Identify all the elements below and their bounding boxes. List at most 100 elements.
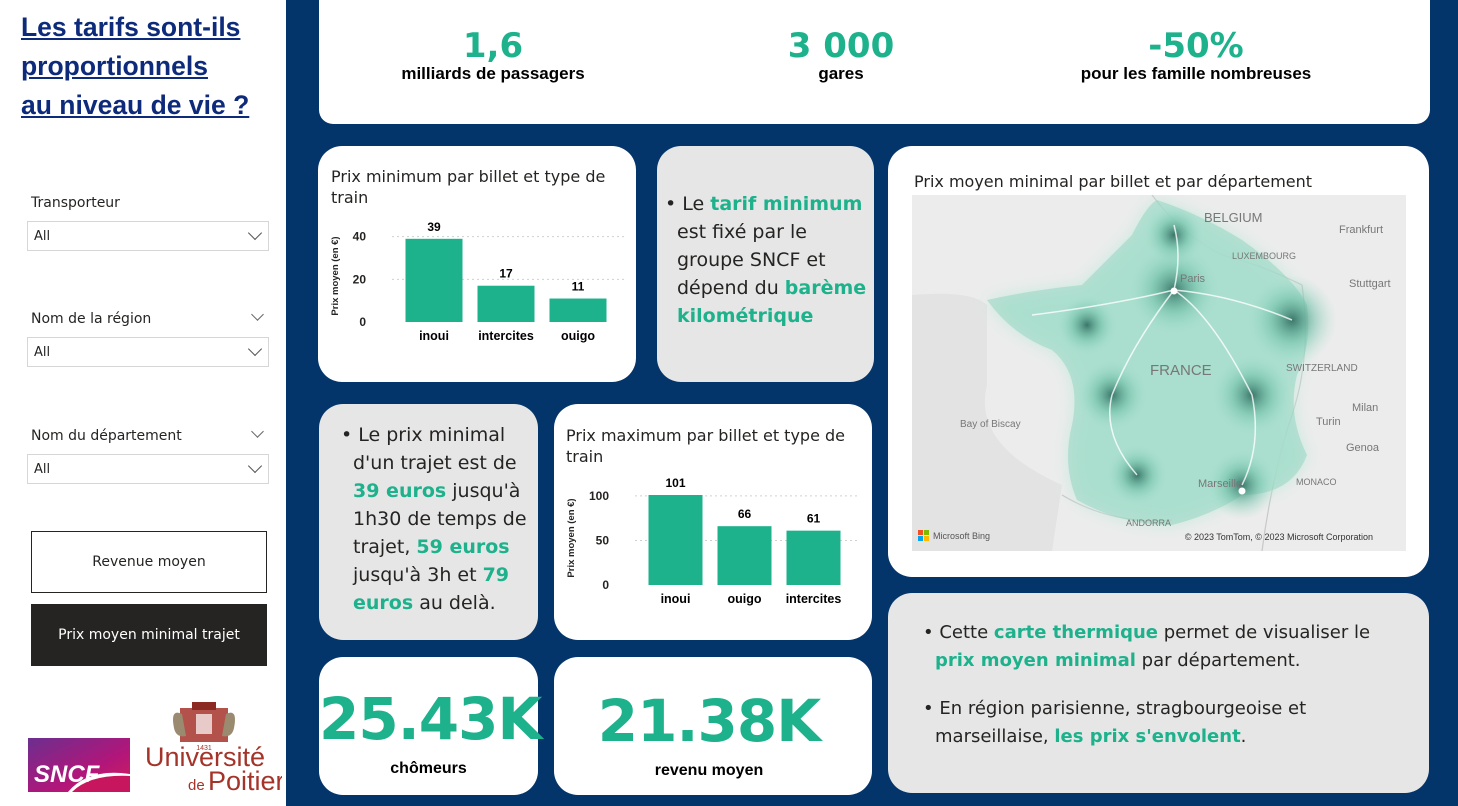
- kpi-banner: 1,6 milliards de passagers 3 000 gares -…: [319, 0, 1430, 124]
- info-text-carte-2: • En région parisienne, stragbourgeoise …: [923, 698, 1307, 747]
- kpi-value: 3 000: [787, 26, 895, 66]
- title-line-1: Les tarifs sont-ils: [21, 12, 241, 42]
- page-title: Les tarifs sont-ils proportionnels au ni…: [21, 8, 283, 125]
- chevron-down-icon[interactable]: [251, 425, 264, 438]
- text-highlight: 39 euros: [353, 480, 447, 502]
- kpi-value: 1,6: [462, 26, 524, 66]
- universite-poitiers-logo: 1431 Université de Poitiers: [130, 698, 298, 796]
- info-card-prix: • Le prix minimal d'un trajet est de 39 …: [319, 404, 538, 640]
- bar: [549, 298, 607, 322]
- univ-year-text: 1431: [196, 745, 212, 752]
- slicer-value: All: [34, 344, 51, 360]
- y-tick-label: 50: [596, 533, 610, 547]
- slicer-region[interactable]: All: [27, 337, 269, 367]
- univ-line2a-text: de: [188, 777, 205, 794]
- info-card-tarif: • Le tarif minimum est fixé par le group…: [657, 146, 874, 382]
- chevron-down-icon: [247, 458, 263, 474]
- data-label: 11: [572, 280, 585, 294]
- category-label: inoui: [419, 329, 449, 343]
- data-label: 17: [499, 267, 513, 281]
- revenue-moyen-button[interactable]: Revenue moyen: [31, 531, 267, 593]
- microsoft-logo: [918, 530, 929, 541]
- bar: [477, 285, 535, 322]
- map-label: Milan: [1352, 402, 1378, 414]
- chart-title: Prix minimum par billet et type de train: [331, 167, 606, 207]
- chart-title: Prix maximum par billet et type de train: [566, 426, 845, 466]
- text-segment: Cette: [939, 622, 994, 643]
- data-label: 101: [665, 476, 685, 490]
- bar: [717, 526, 772, 585]
- bar: [648, 495, 703, 585]
- info-card-carte: • Cette carte thermique permet de visual…: [888, 593, 1429, 793]
- map-label: BELGIUM: [1204, 210, 1263, 225]
- text-segment: jusqu'à 1h30 de temps de trajet,: [353, 480, 527, 558]
- map-label: Paris: [1180, 273, 1206, 285]
- text-segment: est fixé par le groupe SNCF et dépend du: [677, 221, 826, 299]
- kpi-passagers: 1,6 milliards de passagers: [393, 26, 593, 84]
- map-label: Frankfurt: [1339, 224, 1383, 236]
- map-label: ANDORRA: [1126, 518, 1171, 528]
- map-label: MONACO: [1296, 477, 1337, 487]
- y-tick-label: 20: [353, 272, 367, 286]
- category-label: ouigo: [727, 592, 761, 606]
- univ-line2b-text: Poitiers: [208, 766, 282, 794]
- kpi-label: chômeurs: [390, 760, 467, 777]
- chart-min-svg: 0 20 40 Prix moyen (en €) 39 inoui 17 intercite…: [330, 220, 626, 343]
- slicer-value: All: [34, 461, 51, 477]
- heatmap-map[interactable]: BELGIUM Frankfurt LUXEMBOURG Paris Stutt…: [912, 195, 1406, 551]
- map-title: Prix moyen minimal par billet et par dép…: [914, 172, 1313, 191]
- category-label: intercites: [786, 592, 842, 606]
- text-segment: .: [1240, 726, 1247, 747]
- kpi-value: 21.38K: [597, 687, 821, 755]
- slicer-departement[interactable]: All: [27, 454, 269, 484]
- chart-max-card: Prix maximum par billet et type de train…: [554, 404, 872, 640]
- map-label: Stuttgart: [1349, 278, 1391, 290]
- kpi-label: pour les famille nombreuses: [1080, 64, 1312, 83]
- map-label: SWITZERLAND: [1286, 363, 1358, 374]
- text-highlight: tarif minimum: [710, 193, 863, 215]
- slicer-label-departement: Nom du département: [31, 428, 182, 444]
- text-segment: jusqu'à 3h et: [353, 564, 483, 586]
- chevron-down-icon[interactable]: [251, 308, 264, 321]
- kpi-label: gares: [818, 64, 864, 83]
- text-segment: En région parisienne, stragbourgeoise et…: [935, 698, 1307, 747]
- kpi-familles: -50% pour les famille nombreuses: [1056, 26, 1336, 84]
- text-highlight: les prix s'envolent: [1054, 726, 1241, 747]
- data-label: 66: [738, 507, 752, 521]
- prix-moyen-button[interactable]: Prix moyen minimal trajet: [31, 604, 267, 666]
- y-tick-label: 0: [602, 578, 609, 592]
- map-label: LUXEMBOURG: [1232, 251, 1296, 261]
- chevron-down-icon: [247, 225, 263, 241]
- map-label: Turin: [1316, 416, 1341, 428]
- text-segment: Le prix minimal d'un trajet est de: [353, 424, 517, 474]
- kpi-label: milliards de passagers: [401, 64, 585, 83]
- text-highlight: barème kilométrique: [677, 277, 867, 327]
- map-label: Bay of Biscay: [960, 419, 1021, 430]
- chevron-down-icon: [247, 341, 263, 357]
- bing-attribution: Microsoft Bing: [933, 531, 990, 541]
- y-axis-label: Prix moyen (en €): [566, 498, 577, 577]
- kpi-chomeurs-card: 25.43K chômeurs: [319, 657, 542, 795]
- category-label: ouigo: [561, 329, 595, 343]
- text-segment: permet de visualiser le: [1158, 622, 1371, 643]
- map-card: Prix moyen minimal par billet et par dép…: [888, 146, 1429, 577]
- slicer-transporteur[interactable]: All: [27, 221, 269, 251]
- title-line-2: proportionnels: [21, 51, 208, 81]
- map-copyright: © 2023 TomTom, © 2023 Microsoft Corporat…: [1185, 532, 1373, 542]
- info-text-prix: • Le prix minimal d'un trajet est de 39 …: [341, 424, 527, 614]
- chart-max-svg: 0 50 100 Prix moyen (en €) 101 inoui 66 ouigo 61…: [566, 476, 859, 606]
- kpi-value: 25.43K: [319, 685, 542, 753]
- text-segment: Le: [682, 193, 711, 215]
- y-axis-label: Prix moyen (en €): [330, 236, 341, 315]
- map-label: Genoa: [1346, 442, 1380, 454]
- category-label: inoui: [661, 592, 691, 606]
- title-line-3: au niveau de vie ?: [21, 90, 250, 120]
- kpi-gares: 3 000 gares: [741, 26, 941, 84]
- text-segment: par département.: [1135, 650, 1301, 671]
- y-tick-label: 100: [589, 489, 609, 503]
- data-label: 39: [427, 220, 441, 234]
- chart-min-card: Prix minimum par billet et type de train…: [318, 146, 636, 382]
- y-tick-label: 40: [353, 230, 367, 244]
- bar: [786, 530, 841, 585]
- kpi-label: revenu moyen: [654, 762, 764, 779]
